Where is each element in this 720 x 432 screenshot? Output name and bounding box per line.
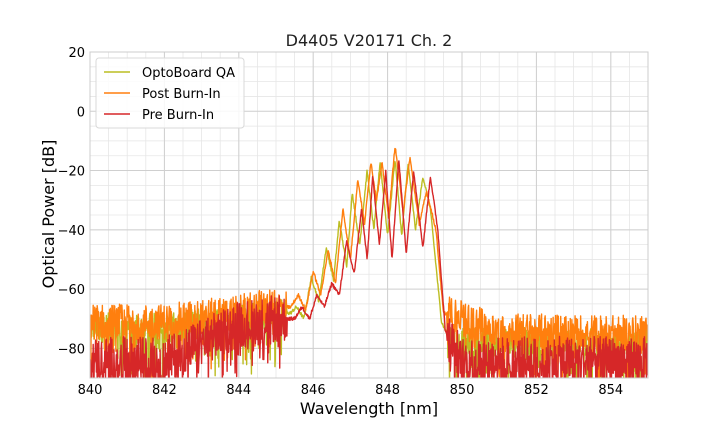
series-line: [90, 160, 648, 378]
y-tick-label: 20: [68, 46, 85, 61]
legend-box: [95, 57, 245, 129]
y-tick-labels: 20 0 −20 −40 −60 −80: [58, 46, 85, 357]
x-tick-label: 846: [301, 383, 326, 398]
y-tick-label: −20: [58, 165, 85, 180]
x-tick-label: 848: [375, 383, 400, 398]
legend-label: Post Burn-In: [142, 87, 221, 102]
y-axis-label: Optical Power [dB]: [39, 140, 58, 289]
plot-frame: [89, 51, 649, 379]
x-tick-label: 854: [598, 383, 623, 398]
series-line: [90, 147, 648, 378]
x-tick-label: 842: [152, 383, 177, 398]
legend-label: OptoBoard QA: [142, 66, 235, 81]
x-tick-labels: 840 842 844 846 848 850 852 854: [78, 383, 624, 398]
y-tick-label: −40: [58, 224, 85, 239]
x-tick-label: 852: [524, 383, 549, 398]
x-tick-label: 844: [226, 383, 251, 398]
x-tick-label: 850: [450, 383, 475, 398]
x-tick-label: 840: [78, 383, 103, 398]
y-tick-label: −80: [58, 342, 85, 357]
y-tick-label: −60: [58, 283, 85, 298]
legend: OptoBoard QA Post Burn-In Pre Burn-In: [95, 57, 245, 129]
legend-label: Pre Burn-In: [142, 108, 214, 123]
series-layer: [90, 147, 648, 378]
x-axis-label: Wavelength [nm]: [300, 399, 438, 418]
chart-title: D4405 V20171 Ch. 2: [286, 31, 453, 50]
y-tick-label: 0: [77, 105, 85, 120]
